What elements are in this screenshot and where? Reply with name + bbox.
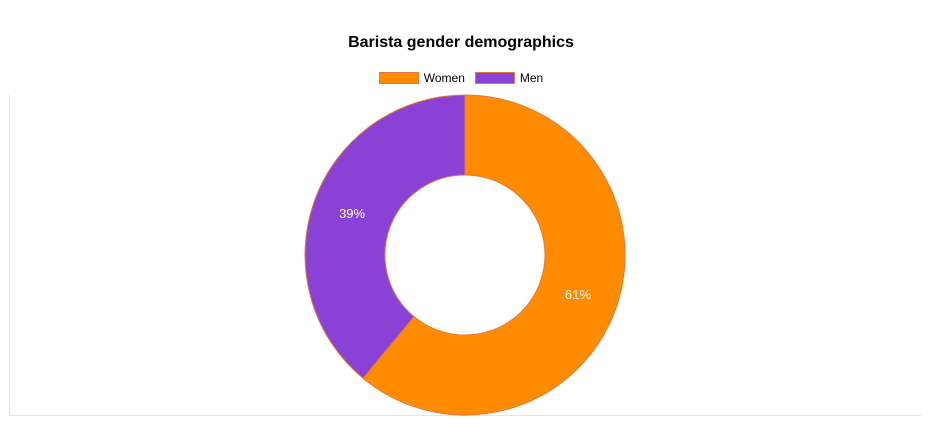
legend-label-men: Men xyxy=(519,71,544,85)
legend-label-women: Women xyxy=(423,71,465,85)
doughnut-slices xyxy=(304,94,626,416)
legend-item-men[interactable]: Men xyxy=(474,71,544,85)
slice-labels: 61% 39% xyxy=(339,206,591,302)
chart-legend: Women Men xyxy=(0,71,922,85)
slice-label-women: 61% xyxy=(565,287,591,302)
legend-swatch-men xyxy=(474,72,515,84)
chart-title: Barista gender demographics xyxy=(348,34,574,51)
legend-item-women[interactable]: Women xyxy=(378,71,465,85)
doughnut-slice-men[interactable] xyxy=(304,94,466,379)
legend-swatch-women xyxy=(378,72,419,84)
slice-label-men: 39% xyxy=(339,206,365,221)
doughnut-slice-women[interactable] xyxy=(362,94,626,416)
